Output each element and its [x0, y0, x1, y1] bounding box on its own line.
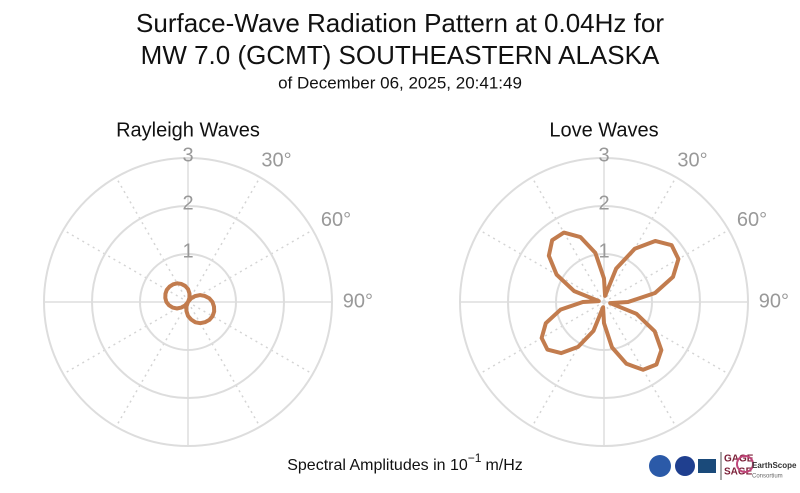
r-tick-label: 3: [598, 144, 609, 166]
chart-title: Surface-Wave Radiation Pattern at 0.04Hz…: [136, 8, 664, 38]
spoke: [603, 301, 677, 428]
footer-unit: m/Hz: [485, 457, 522, 474]
spoke: [62, 301, 189, 375]
theta-tick-label: 60°: [737, 209, 767, 231]
spoke: [531, 176, 605, 303]
logos: GAGE SAGE EarthScope Consortium: [649, 452, 797, 480]
theta-tick-label: 30°: [677, 149, 707, 171]
theta-tick-label: 60°: [321, 209, 351, 231]
spoke: [478, 229, 605, 303]
spoke: [115, 301, 189, 428]
logo-usgs: [698, 459, 716, 473]
polar-plot: Rayleigh Waves 1 2 3 30° 60° 90°: [43, 119, 373, 447]
theta-tick-label: 30°: [261, 149, 291, 171]
spoke: [531, 301, 605, 428]
logo-text: EarthScope: [752, 461, 797, 470]
r-tick-label: 2: [598, 192, 609, 214]
grid-ring: [555, 253, 653, 351]
radiation-pattern: [163, 281, 217, 326]
grid-ring: [459, 157, 749, 447]
chart-subtitle: of December 06, 2025, 20:41:49: [278, 73, 522, 92]
grid-ring: [91, 205, 285, 399]
grid-ring: [507, 205, 701, 399]
polar-plot: Love Waves 1 2 3 30° 60° 90°: [459, 119, 789, 447]
footer-text: Spectral Amplitudes in 10: [287, 457, 468, 474]
chart-title: MW 7.0 (GCMT) SOUTHEASTERN ALASKA: [141, 40, 660, 70]
grid-ring: [139, 253, 237, 351]
spoke: [603, 229, 730, 303]
r-tick-label: 2: [182, 192, 193, 214]
spoke: [187, 229, 314, 303]
r-tick-label: 1: [598, 240, 609, 262]
footer-note: Spectral Amplitudes in 10−1 m/Hz: [287, 451, 523, 474]
spoke: [62, 229, 189, 303]
radiation-pattern: [539, 230, 681, 372]
spoke: [603, 301, 730, 375]
spoke: [603, 176, 677, 303]
theta-tick-label: 90°: [343, 290, 373, 312]
logo-text: Consortium: [752, 474, 783, 480]
grid-ring: [43, 157, 333, 447]
subplot-title: Love Waves: [549, 119, 658, 141]
r-tick-label: 3: [182, 144, 193, 166]
spoke: [187, 176, 261, 303]
spoke: [187, 301, 314, 375]
logo-earthscope: [736, 455, 754, 473]
logo-text: SAGE: [724, 467, 753, 478]
theta-tick-label: 90°: [759, 290, 789, 312]
logo-nsf: [649, 455, 671, 477]
spoke: [187, 301, 261, 428]
footer-exponent: −1: [468, 451, 482, 465]
r-tick-label: 1: [182, 240, 193, 262]
logo-nasa: [675, 456, 695, 476]
subplot-title: Rayleigh Waves: [116, 119, 260, 141]
spoke: [115, 176, 189, 303]
